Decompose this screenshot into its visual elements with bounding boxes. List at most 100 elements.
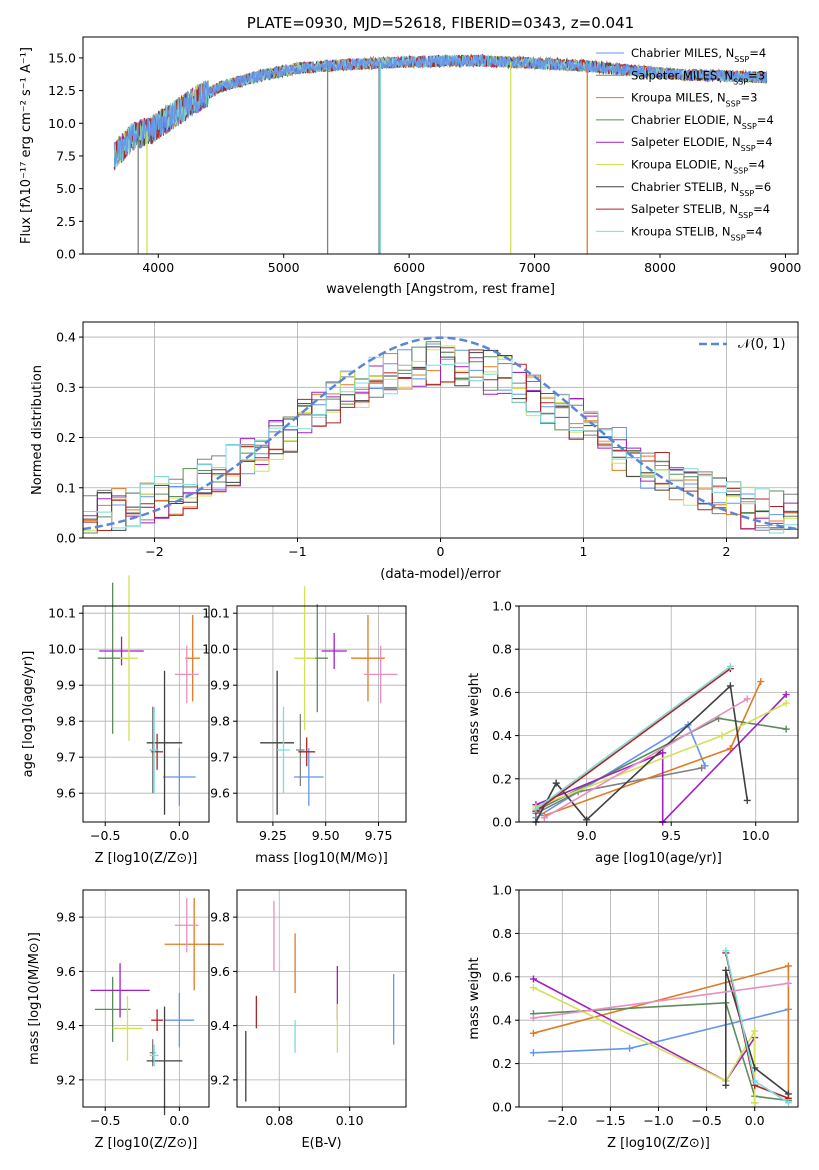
weight-line bbox=[533, 1001, 789, 1102]
weight-marker bbox=[529, 1029, 537, 1037]
y-tick-label: 9.6 bbox=[210, 786, 230, 801]
y-tick-label: 9.6 bbox=[56, 786, 76, 801]
plot-frame bbox=[82, 321, 799, 539]
y-tick-label: 0.2 bbox=[492, 771, 512, 786]
y-tick-label: 0.6 bbox=[492, 685, 512, 700]
weight-marker bbox=[529, 984, 537, 992]
y-tick-label: 0.2 bbox=[492, 1056, 512, 1071]
weight-marker bbox=[743, 695, 751, 703]
x-tick-label: 9.0 bbox=[577, 828, 597, 843]
legend-label: Salpeter MILES, NSSP=3 bbox=[631, 68, 765, 86]
weight-line bbox=[533, 982, 789, 1019]
y-tick-label: 0.0 bbox=[56, 247, 76, 262]
x-tick-label: −2 bbox=[145, 544, 163, 559]
y-tick-label: 0.4 bbox=[492, 728, 512, 743]
y-tick-label: 12.5 bbox=[48, 83, 76, 98]
y-tick-label: 10.1 bbox=[48, 606, 76, 621]
panel-6: −0.5 0.0 9.2 9.4 9.6 9.8 Z [log10(Z/Z⊙)] mass [… bbox=[27, 889, 224, 1151]
weight-line bbox=[535, 667, 731, 812]
weight-marker bbox=[529, 975, 537, 983]
weight-marker bbox=[552, 779, 560, 787]
x-tick-label: −1.5 bbox=[595, 1113, 625, 1128]
weight-marker bbox=[784, 1099, 792, 1107]
weight-marker bbox=[751, 1077, 759, 1085]
legend-label: Salpeter ELODIE, NSSP=4 bbox=[631, 135, 773, 153]
legend-label: 𝒩(0, 1) bbox=[738, 337, 785, 352]
x-tick-label: 0.10 bbox=[336, 1113, 364, 1128]
weight-line bbox=[543, 698, 748, 819]
weight-marker bbox=[782, 691, 790, 699]
x-axis-label: Z [log10(Z/Z⊙)] bbox=[95, 1136, 198, 1151]
x-tick-label: −0.5 bbox=[90, 1113, 120, 1128]
weight-marker bbox=[659, 749, 667, 757]
weight-marker bbox=[626, 1044, 634, 1052]
panel-5: 9.0 9.5 10.0 0.0 0.2 0.4 0.6 0.8 1.0 age [log10(a… bbox=[467, 599, 799, 866]
x-tick-label: 6000 bbox=[393, 260, 425, 275]
y-axis-label: Flux [fλ10⁻¹⁷ erg cm⁻² s⁻¹ A⁻¹] bbox=[19, 47, 34, 244]
x-tick-label: 8000 bbox=[644, 260, 676, 275]
plot-frame bbox=[518, 605, 799, 823]
weight-marker bbox=[751, 1027, 759, 1035]
y-tick-label: 9.9 bbox=[210, 678, 230, 693]
plot-frame bbox=[82, 889, 210, 1108]
y-tick-label: 9.7 bbox=[56, 750, 76, 765]
histograms bbox=[83, 336, 798, 534]
weight-marker bbox=[782, 699, 790, 707]
y-tick-label: 9.9 bbox=[56, 678, 76, 693]
plot-frame bbox=[82, 605, 210, 823]
plot-frame bbox=[236, 605, 407, 823]
weight-marker bbox=[757, 678, 765, 686]
x-axis-label: mass [log10(M/M⊙)] bbox=[255, 851, 388, 866]
y-axis-label: mass weight bbox=[467, 957, 482, 1039]
weight-marker bbox=[726, 682, 734, 690]
x-tick-label: 9.50 bbox=[312, 828, 340, 843]
weight-marker bbox=[784, 962, 792, 970]
y-tick-label: 9.2 bbox=[56, 1072, 76, 1087]
y-axis-label: Normed distribution bbox=[30, 365, 45, 495]
y-tick-label: 10.0 bbox=[48, 642, 76, 657]
x-tick-label: −0.5 bbox=[691, 1113, 721, 1128]
weight-marker bbox=[532, 805, 540, 813]
y-axis-label: mass weight bbox=[467, 673, 482, 755]
y-tick-label: 5.0 bbox=[56, 181, 76, 196]
legend-label: Kroupa STELIB, NSSP=4 bbox=[631, 224, 762, 242]
x-tick-label: 9.5 bbox=[661, 828, 681, 843]
y-axis-label: age [log10(age/yr)] bbox=[21, 651, 36, 778]
y-tick-label: 0.0 bbox=[56, 531, 76, 546]
weight-marker bbox=[698, 764, 706, 772]
y-tick-label: 1.0 bbox=[492, 883, 512, 898]
y-tick-label: 10.1 bbox=[202, 606, 230, 621]
y-tick-label: 0.0 bbox=[492, 815, 512, 830]
weight-marker bbox=[718, 732, 726, 740]
y-tick-label: 15.0 bbox=[48, 50, 76, 65]
y-tick-label: 9.7 bbox=[210, 750, 230, 765]
panel-3: −0.5 0.0 9.6 9.7 9.8 9.9 10.0 10.1 Z [log10(Z/Z⊙… bbox=[21, 575, 210, 866]
y-tick-label: 1.0 bbox=[492, 599, 512, 614]
x-tick-label: 0 bbox=[437, 544, 445, 559]
x-tick-label: 2 bbox=[723, 544, 731, 559]
y-tick-label: 9.8 bbox=[210, 910, 230, 925]
y-tick-label: 0.8 bbox=[492, 642, 512, 657]
x-axis-label: Z [log10(Z/Z⊙)] bbox=[95, 851, 198, 866]
weight-marker bbox=[722, 947, 730, 955]
weight-marker bbox=[722, 966, 730, 974]
weight-marker bbox=[743, 796, 751, 804]
x-tick-label: 0.0 bbox=[745, 1113, 765, 1128]
panel-title: PLATE=0930, MJD=52618, FIBERID=0343, z=0… bbox=[247, 14, 634, 32]
x-axis-label: age [log10(age/yr)] bbox=[595, 851, 722, 866]
legend-label: Chabrier ELODIE, NSSP=4 bbox=[631, 113, 774, 130]
y-tick-label: 9.8 bbox=[56, 910, 76, 925]
y-tick-label: 0.4 bbox=[492, 1013, 512, 1028]
y-tick-label: 10.0 bbox=[202, 642, 230, 657]
x-tick-label: 9000 bbox=[770, 260, 802, 275]
y-tick-label: 0.6 bbox=[492, 969, 512, 984]
weight-marker bbox=[726, 745, 734, 753]
x-tick-label: 10.0 bbox=[742, 828, 770, 843]
panel-7: 0.08 0.10 9.2 9.4 9.6 9.8 E(B-V) bbox=[210, 889, 407, 1151]
x-tick-label: −2.0 bbox=[547, 1113, 577, 1128]
x-axis-label: E(B-V) bbox=[301, 1136, 341, 1151]
y-tick-label: 0.4 bbox=[56, 330, 76, 345]
x-tick-label: 7000 bbox=[519, 260, 551, 275]
spectrum-line bbox=[113, 54, 768, 166]
